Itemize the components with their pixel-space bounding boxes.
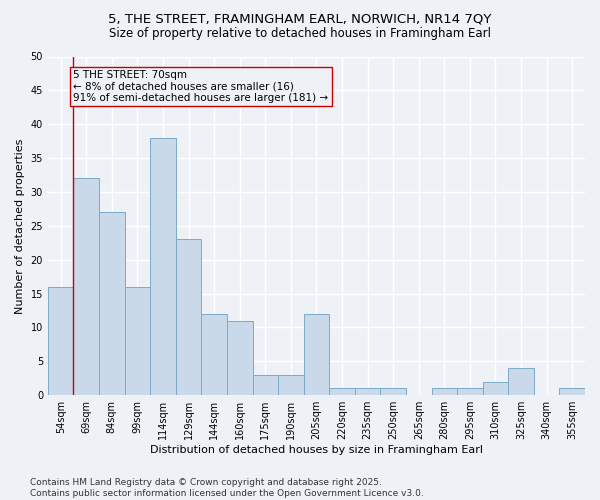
Bar bbox=[431, 388, 457, 395]
Bar bbox=[73, 178, 99, 395]
Bar bbox=[355, 388, 380, 395]
Bar bbox=[48, 287, 73, 395]
Bar bbox=[304, 314, 329, 395]
Bar bbox=[176, 240, 202, 395]
Text: 5 THE STREET: 70sqm
← 8% of detached houses are smaller (16)
91% of semi-detache: 5 THE STREET: 70sqm ← 8% of detached hou… bbox=[73, 70, 329, 103]
Bar bbox=[559, 388, 585, 395]
Bar bbox=[482, 382, 508, 395]
Bar bbox=[125, 287, 150, 395]
Bar bbox=[380, 388, 406, 395]
Bar bbox=[150, 138, 176, 395]
Bar bbox=[227, 320, 253, 395]
Bar bbox=[202, 314, 227, 395]
Text: Contains HM Land Registry data © Crown copyright and database right 2025.
Contai: Contains HM Land Registry data © Crown c… bbox=[30, 478, 424, 498]
X-axis label: Distribution of detached houses by size in Framingham Earl: Distribution of detached houses by size … bbox=[150, 445, 483, 455]
Bar bbox=[278, 375, 304, 395]
Bar bbox=[253, 375, 278, 395]
Bar bbox=[457, 388, 482, 395]
Y-axis label: Number of detached properties: Number of detached properties bbox=[15, 138, 25, 314]
Text: 5, THE STREET, FRAMINGHAM EARL, NORWICH, NR14 7QY: 5, THE STREET, FRAMINGHAM EARL, NORWICH,… bbox=[109, 12, 491, 26]
Bar bbox=[329, 388, 355, 395]
Text: Size of property relative to detached houses in Framingham Earl: Size of property relative to detached ho… bbox=[109, 28, 491, 40]
Bar bbox=[99, 212, 125, 395]
Bar bbox=[508, 368, 534, 395]
